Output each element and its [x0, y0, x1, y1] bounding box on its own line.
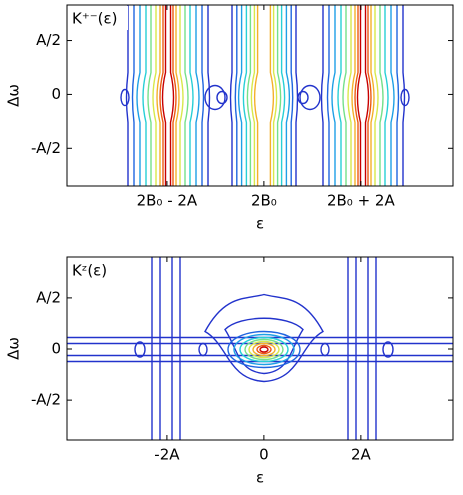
contour-line: [379, 5, 384, 186]
x-tick-label: 2B₀ + 2A: [327, 192, 395, 210]
panel-label: Kᶻ(ε): [72, 262, 107, 280]
contour-line: [356, 5, 362, 186]
contour-line: [400, 88, 410, 107]
contour-line: [374, 5, 379, 186]
x-axis-label: ε: [256, 469, 264, 487]
contour-line: [246, 5, 252, 186]
contour-line: [244, 338, 284, 361]
y-tick-label: A/2: [36, 31, 61, 49]
x-tick-label: 2A: [351, 446, 372, 464]
y-tick-label: 0: [51, 85, 61, 103]
contour-line: [179, 5, 184, 186]
contour-line: [396, 5, 400, 186]
contour-line: [169, 5, 175, 186]
contour-line: [337, 5, 342, 186]
contour-line: [233, 333, 295, 366]
contour-line: [320, 342, 330, 357]
contour-line: [147, 5, 152, 186]
contour-line: [256, 344, 272, 355]
contour-line: [136, 5, 141, 186]
y-tick-label: -A/2: [31, 391, 61, 409]
contour-line: [229, 5, 233, 186]
contour-line: [204, 293, 324, 383]
contour-line: [351, 5, 356, 186]
contour-line: [402, 5, 406, 186]
contour-line: [331, 5, 336, 186]
contour-line: [364, 5, 370, 186]
contour-line: [159, 5, 164, 186]
contour-line: [207, 5, 211, 186]
contour-line: [354, 5, 359, 186]
contour-line: [195, 5, 200, 186]
contour-line: [259, 346, 269, 353]
y-axis-label: Δω: [5, 337, 23, 360]
contour-line: [172, 5, 177, 186]
label-box: [68, 258, 128, 282]
y-axis-label: Δω: [5, 84, 23, 107]
contours: [67, 257, 453, 440]
contour-line: [250, 5, 256, 186]
y-tick-label: 0: [51, 340, 61, 358]
contour-line: [290, 5, 294, 186]
contour-line: [134, 341, 146, 358]
contour-line: [285, 5, 291, 186]
contours: [120, 5, 410, 186]
contour-line: [384, 5, 389, 186]
contour-line: [184, 5, 189, 186]
contour-line: [189, 5, 194, 186]
contour-line: [152, 5, 157, 186]
axes-frame: [66, 256, 454, 441]
label-box: [68, 6, 128, 30]
contour-line: [280, 5, 286, 186]
contour-line: [276, 5, 282, 186]
contour-line: [252, 342, 276, 357]
contour-line: [175, 5, 180, 186]
plot-area: [120, 5, 410, 186]
contour-line: [204, 84, 226, 111]
contour-line: [253, 5, 259, 186]
contour-line: [326, 5, 330, 186]
panel-label: K⁺⁻(ε): [72, 10, 117, 28]
contour-line: [201, 5, 205, 186]
contour-line: [295, 5, 299, 186]
x-axis-label: ε: [256, 215, 264, 233]
contour-line: [216, 90, 228, 105]
contour-line: [198, 342, 208, 357]
contour-line: [156, 5, 161, 186]
plot-area: [67, 257, 453, 440]
contour-line: [390, 5, 395, 186]
y-tick-label: A/2: [36, 288, 61, 306]
contour-line: [227, 330, 301, 369]
contour-line: [239, 336, 289, 363]
x-tick-label: 2B₀ - 2A: [137, 192, 198, 210]
contour-line: [248, 340, 280, 359]
contour-line: [272, 5, 278, 186]
contour-line: [161, 5, 167, 186]
contour-line: [347, 5, 352, 186]
y-tick-label: -A/2: [31, 139, 61, 157]
x-tick-label: -2A: [154, 446, 180, 464]
contour-line: [125, 5, 129, 186]
x-tick-label: 2B₀: [251, 192, 277, 210]
contour-line: [342, 5, 347, 186]
contour-line: [237, 5, 243, 186]
contour-line: [242, 5, 248, 186]
axes-frame: [66, 4, 454, 187]
contour-line: [120, 88, 130, 107]
contour-line: [234, 5, 238, 186]
contour-line: [142, 5, 147, 186]
contour-line: [382, 341, 394, 358]
contour-line: [269, 5, 275, 186]
contour-line: [299, 84, 321, 111]
contour-line: [367, 5, 372, 186]
x-tick-label: 0: [259, 446, 269, 464]
contour-line: [320, 5, 324, 186]
contour-line: [131, 5, 135, 186]
contour-line: [370, 5, 375, 186]
contour-line: [297, 90, 309, 105]
